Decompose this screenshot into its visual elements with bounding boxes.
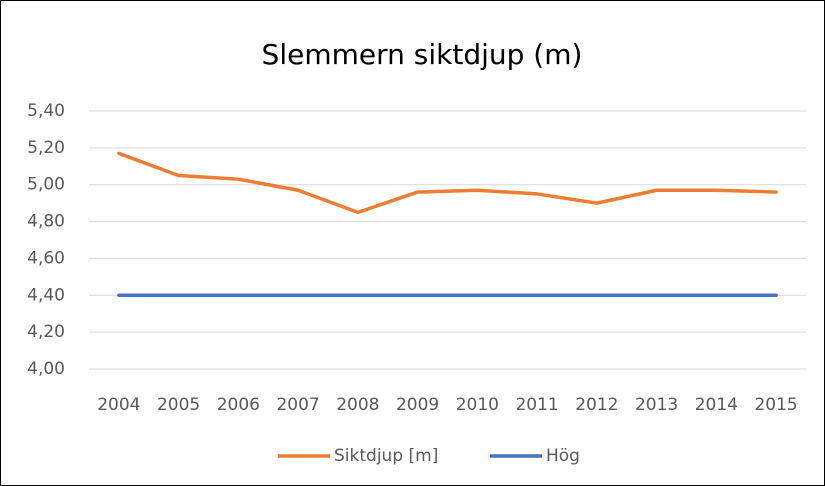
- y-tick-label: 4,60: [27, 248, 65, 268]
- x-tick-label: 2006: [217, 395, 260, 415]
- legend-label: Siktdjup [m]: [334, 446, 438, 466]
- x-tick-label: 2010: [456, 395, 499, 415]
- y-tick-label: 4,20: [27, 322, 65, 342]
- y-tick-label: 5,20: [27, 138, 65, 158]
- y-tick-label: 4,00: [27, 359, 65, 379]
- x-tick-label: 2005: [157, 395, 200, 415]
- x-tick-label: 2011: [515, 395, 558, 415]
- chart-title: Slemmern siktdjup (m): [262, 38, 583, 71]
- x-tick-label: 2007: [276, 395, 319, 415]
- y-tick-label: 5,00: [27, 175, 65, 195]
- line-series: [117, 151, 778, 215]
- x-tick-label: 2012: [575, 395, 618, 415]
- legend-label: Hög: [546, 446, 580, 466]
- y-tick-label: 4,40: [27, 285, 65, 305]
- x-tick-label: 2008: [336, 395, 379, 415]
- x-tick-label: 2015: [754, 395, 797, 415]
- x-tick-label: 2014: [695, 395, 738, 415]
- x-tick-label: 2004: [97, 395, 140, 415]
- x-tick-label: 2013: [635, 395, 678, 415]
- y-tick-label: 4,80: [27, 212, 65, 232]
- y-tick-label: 5,40: [27, 101, 65, 121]
- x-tick-label: 2009: [396, 395, 439, 415]
